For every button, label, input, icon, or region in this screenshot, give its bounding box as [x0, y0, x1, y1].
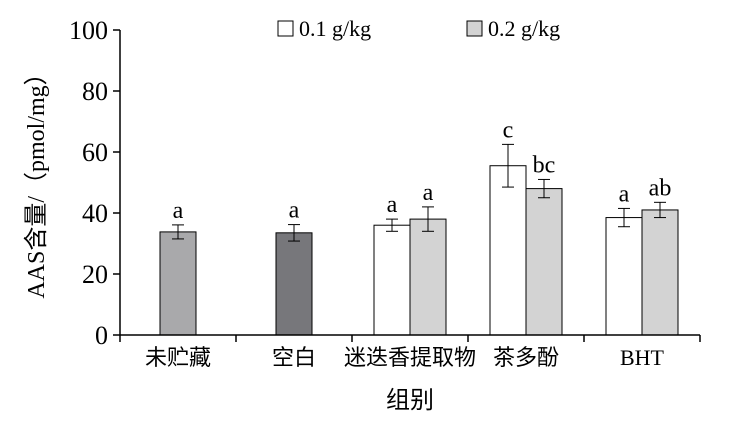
significance-label: a — [173, 198, 184, 224]
bars-layer — [159, 143, 679, 336]
x-tick-label: 茶多酚 — [493, 345, 559, 370]
y-ticks-layer: 0 20 40 60 80 100 — [69, 16, 120, 350]
bar-series1-5 — [605, 217, 643, 336]
y-tick-label: 20 — [82, 260, 108, 289]
x-axis-title: 组别 — [386, 387, 434, 414]
bar-series1-3 — [373, 224, 411, 336]
significance-label: a — [423, 180, 434, 206]
legend-label-0: 0.1 g/kg — [299, 16, 371, 41]
significance-label: c — [503, 117, 514, 143]
bar-series1-4 — [489, 165, 527, 336]
y-tick-label: 0 — [95, 321, 108, 350]
legend-label-1: 0.2 g/kg — [488, 16, 560, 41]
y-tick-label: 80 — [82, 77, 108, 106]
legend-swatch-0 — [277, 20, 294, 37]
x-tick-label: 空白 — [272, 345, 316, 370]
bar-1 — [159, 231, 197, 336]
bar-series2-3 — [409, 218, 447, 336]
axes-layer — [119, 30, 700, 336]
significance-label: bc — [533, 152, 556, 178]
x-tick-label: 迷迭香提取物 — [344, 345, 476, 370]
significance-label: a — [387, 192, 398, 218]
significance-label: a — [289, 198, 300, 224]
legend-swatch-1 — [466, 20, 483, 37]
bar-2 — [275, 232, 313, 336]
x-tick-label: 未贮藏 — [145, 345, 211, 370]
legend: 0.1 g/kg 0.2 g/kg — [277, 16, 560, 41]
x-tick-label: BHT — [620, 345, 665, 370]
significance-label: ab — [649, 175, 672, 201]
y-tick-label: 100 — [69, 16, 108, 45]
x-ticks-layer: 未贮藏 空白 迷迭香提取物 茶多酚 BHT — [119, 335, 701, 370]
bar-series2-4 — [525, 188, 563, 336]
significance-label: a — [619, 181, 630, 207]
y-axis-title: AAS含量/（pmol/mg） — [23, 61, 50, 298]
bar-series2-5 — [641, 209, 679, 336]
y-tick-label: 40 — [82, 199, 108, 228]
y-tick-label: 60 — [82, 138, 108, 167]
